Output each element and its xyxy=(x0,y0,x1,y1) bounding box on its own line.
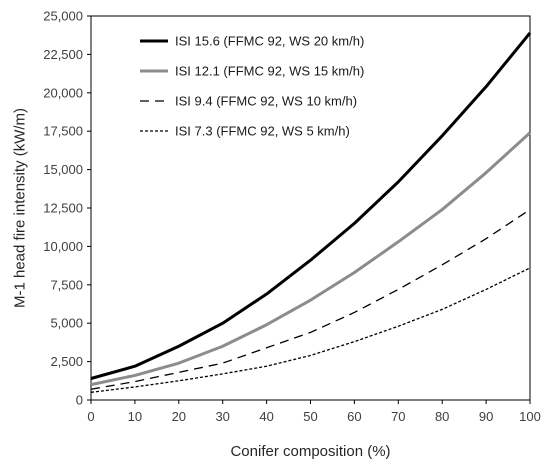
legend-label-3: ISI 9.4 (FFMC 92, WS 10 km/h) xyxy=(175,94,357,109)
x-tick-label: 30 xyxy=(215,409,229,424)
x-tick-label: 50 xyxy=(303,409,317,424)
series-line-2 xyxy=(90,131,532,387)
x-axis-title: Conifer composition (%) xyxy=(230,443,390,460)
y-tick-label: 5,000 xyxy=(50,316,83,331)
x-tick-label: 60 xyxy=(347,409,361,424)
y-axis-ticks: 0 2,500 5,000 7,500 10,000 12,500 15,000 17,500… xyxy=(43,9,91,408)
y-tick-label: 15,000 xyxy=(43,162,83,177)
x-tick-label: 90 xyxy=(479,409,493,424)
y-tick-label: 2,500 xyxy=(50,354,83,369)
y-tick-label: 7,500 xyxy=(50,277,83,292)
y-tick-label: 22,500 xyxy=(43,47,83,62)
series-line-4 xyxy=(90,267,531,393)
y-tick-label: 17,500 xyxy=(43,124,83,139)
legend-label-2: ISI 12.1 (FFMC 92, WS 15 km/h) xyxy=(175,64,364,79)
x-tick-label: 10 xyxy=(128,409,142,424)
series-line-3 xyxy=(90,208,531,390)
x-axis-ticks: 0 10 20 30 40 50 60 70 80 90 100 xyxy=(87,400,541,424)
x-tick-label: 100 xyxy=(519,409,541,424)
y-axis-title: M-1 head fire intensity (kW/m) xyxy=(12,108,29,308)
y-tick-label: 25,000 xyxy=(43,9,83,24)
x-tick-label: 80 xyxy=(435,409,449,424)
x-tick-label: 20 xyxy=(172,409,186,424)
y-tick-label: 0 xyxy=(76,393,83,408)
series-line-1 xyxy=(90,31,532,380)
series-layer xyxy=(90,31,532,393)
legend: ISI 15.6 (FFMC 92, WS 20 km/h) ISI 12.1 (… xyxy=(140,34,364,139)
y-tick-label: 12,500 xyxy=(43,201,83,216)
legend-label-1: ISI 15.6 (FFMC 92, WS 20 km/h) xyxy=(175,34,364,49)
x-tick-label: 40 xyxy=(259,409,273,424)
x-tick-label: 70 xyxy=(391,409,405,424)
legend-label-4: ISI 7.3 (FFMC 92, WS 5 km/h) xyxy=(175,124,350,139)
y-tick-label: 20,000 xyxy=(43,85,83,100)
y-tick-label: 10,000 xyxy=(43,239,83,254)
x-tick-label: 0 xyxy=(87,409,94,424)
